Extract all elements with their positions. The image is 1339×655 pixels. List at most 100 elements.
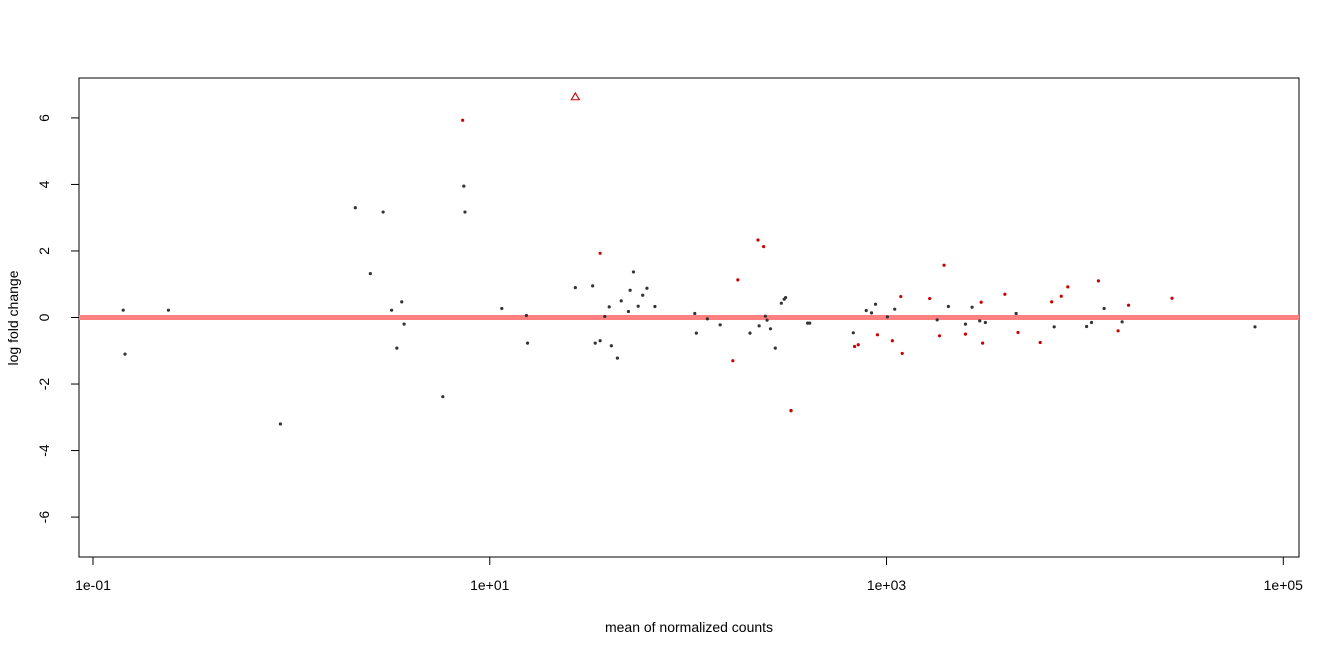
data-point [402,322,406,326]
y-tick-label: 6 [36,114,52,122]
data-point [395,346,399,350]
data-point [963,322,968,326]
data-point [121,308,125,312]
data-point-significant [1096,279,1101,283]
y-tick-label: 2 [36,247,52,255]
data-point [463,210,467,214]
data-point [946,304,950,309]
data-point-significant [598,251,602,255]
y-axis-ticks: 6 4 2 0 -2 -4 -6 [36,114,79,523]
data-point-significant [789,409,793,413]
data-point-significant [963,332,968,336]
data-point [893,307,897,311]
data-point [166,308,171,312]
data-point [645,286,649,290]
data-point [653,304,657,309]
data-point-outlier [570,91,581,101]
data-point [1085,324,1089,329]
data-point [935,318,939,322]
data-point [1253,325,1257,329]
y-axis-title: log fold change [5,270,21,365]
data-point [768,327,773,331]
x-tick-label: 1e+05 [1264,577,1304,593]
data-point [779,301,783,305]
data-points [121,91,1257,426]
data-point-significant [1003,292,1007,296]
data-point-significant [1016,330,1020,335]
data-point [593,341,597,345]
data-point-significant [461,118,465,122]
data-point [400,300,404,304]
data-point [784,295,788,300]
data-point [573,285,577,290]
data-point [368,271,372,276]
data-point [773,346,777,350]
data-point-significant [928,296,932,301]
x-axis-ticks: 1e-01 1e+01 1e+03 1e+05 [75,557,1303,593]
data-point [808,321,812,325]
data-point [500,306,504,311]
data-point [869,311,874,315]
y-tick-label: 0 [36,313,52,321]
data-point [1120,320,1124,324]
data-point [693,311,697,316]
data-point [1089,320,1094,325]
data-point [983,320,987,325]
data-point-significant [1038,340,1042,345]
y-tick-label: -4 [36,444,52,457]
data-point [626,309,631,314]
data-point [864,308,868,313]
data-point-significant [1059,294,1063,298]
data-point [757,324,761,328]
data-point-significant [756,238,760,242]
data-point [765,318,769,322]
data-point [615,356,620,360]
data-point [978,319,982,323]
data-point [591,284,595,288]
y-tick-label: -2 [36,378,52,391]
x-axis-title: mean of normalized counts [605,619,773,635]
data-point-significant [942,263,946,267]
data-point-significant [937,334,942,338]
x-tick-label: 1e-01 [75,577,111,593]
data-point [278,422,282,426]
y-tick-label: -6 [36,511,52,524]
data-point-significant [1116,329,1120,333]
data-point-significant [900,351,904,356]
data-point-significant [856,343,860,347]
data-point-significant [1050,300,1054,304]
data-point [885,315,889,319]
x-tick-label: 1e+01 [470,577,510,593]
data-point-significant [981,341,985,345]
data-point [389,308,394,312]
data-point-significant [736,278,740,282]
data-point-significant [731,359,735,363]
data-point [718,323,722,327]
data-point-significant [1066,285,1070,289]
data-point-significant [899,294,903,299]
data-point [631,270,636,274]
data-point [609,344,613,348]
data-point [607,305,611,309]
data-point [462,184,466,188]
data-point [636,304,640,308]
data-point-significant [761,245,766,249]
data-point-significant [1126,303,1131,307]
data-point [353,206,357,210]
data-point [524,313,529,318]
data-point [641,293,645,297]
data-point-significant [979,300,983,304]
data-point [628,288,632,292]
data-point [763,314,767,318]
data-point [123,352,127,356]
x-tick-label: 1e+03 [867,577,907,593]
data-point [970,305,974,309]
data-point [705,317,709,321]
data-point-significant [890,339,894,343]
data-point [525,341,530,345]
data-point [603,314,607,319]
data-point-significant [1170,296,1174,300]
data-point-significant [875,333,880,337]
data-point [619,299,623,303]
